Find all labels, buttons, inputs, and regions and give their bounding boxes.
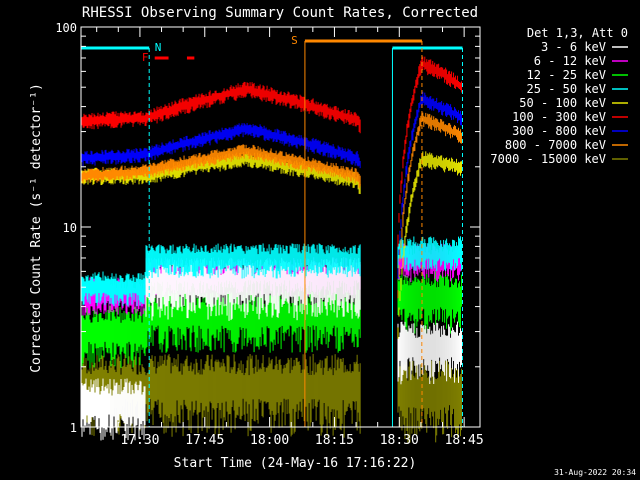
legend-entry-label: 6 - 12 keV bbox=[534, 54, 606, 68]
y-tick-label: 100 bbox=[55, 21, 77, 35]
x-tick-label: 17:30 bbox=[120, 433, 159, 448]
x-tick-label: 18:00 bbox=[250, 433, 289, 448]
x-tick-label: 17:45 bbox=[185, 433, 224, 448]
x-tick-label: 18:15 bbox=[315, 433, 354, 448]
legend-entry-label: 12 - 25 keV bbox=[527, 68, 606, 82]
legend-entry-label: 100 - 300 keV bbox=[512, 110, 606, 124]
legend-header: Det 1,3, Att 0 bbox=[527, 26, 628, 40]
y-tick-label: 1 bbox=[70, 421, 77, 435]
x-tick-label: 18:30 bbox=[380, 433, 419, 448]
series-7000-15000-keV bbox=[80, 353, 462, 443]
legend-entry-label: 3 - 6 keV bbox=[541, 40, 606, 54]
y-tick-label: 10 bbox=[63, 221, 77, 235]
legend-entry-label: 300 - 800 keV bbox=[512, 124, 606, 138]
legend-entry-label: 25 - 50 keV bbox=[527, 82, 606, 96]
night-label: N bbox=[155, 41, 162, 54]
x-axis-label: Start Time (24-May-16 17:16:22) bbox=[174, 456, 417, 471]
flare-label: F bbox=[142, 51, 149, 64]
timestamp-stamp: 31-Aug-2022 20:34 bbox=[554, 468, 636, 477]
saa-label: S bbox=[291, 34, 298, 47]
series-300-800-keV bbox=[80, 91, 462, 279]
x-tick-label: 18:45 bbox=[445, 433, 484, 448]
chart-title: RHESSI Observing Summary Count Rates, Co… bbox=[82, 5, 478, 21]
series-25-50-keV bbox=[80, 236, 462, 307]
y-axis-label: Corrected Count Rate (s⁻¹ detector⁻¹) bbox=[29, 83, 44, 373]
plot-area: NF S bbox=[80, 34, 463, 443]
legend-entry-label: 50 - 100 keV bbox=[519, 96, 606, 110]
series-3-6-keV bbox=[80, 257, 462, 441]
axes: 1 10 100 17:30 17:45 18:00 18:15 18:30 18:45 bbox=[55, 21, 483, 448]
series-100-300-keV bbox=[80, 56, 462, 247]
legend-entry-label: 7000 - 15000 keV bbox=[490, 152, 606, 166]
legend-entry-label: 800 - 7000 keV bbox=[505, 138, 606, 152]
